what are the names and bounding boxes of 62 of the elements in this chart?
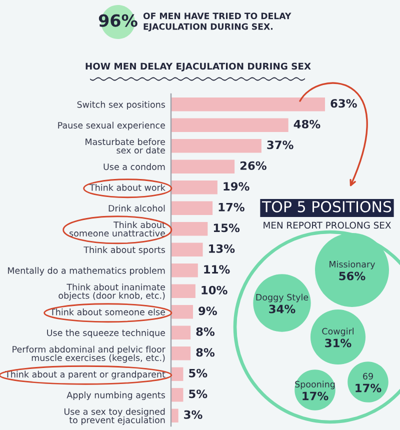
data-label: 5% xyxy=(189,368,208,378)
text: MEN REPORT PROLONG SEX xyxy=(264,222,391,229)
data-label: 10% xyxy=(202,286,228,294)
data-label: 26% xyxy=(240,161,266,170)
category-label: Spooning xyxy=(295,380,335,390)
y-tick-label: Drink alcohol xyxy=(108,204,165,212)
data-label: 48% xyxy=(294,120,320,128)
category-label: Cowgirl xyxy=(322,328,354,336)
data-label: 31% xyxy=(325,338,352,348)
data-label: 19% xyxy=(224,182,250,191)
y-tick-label: Apply numbing agents xyxy=(66,392,166,400)
data-label: 34% xyxy=(269,304,296,314)
data-label: 17% xyxy=(302,392,328,400)
y-tick-label: Pause sexual experience xyxy=(58,122,165,130)
category-label: 69 xyxy=(363,372,373,380)
bar xyxy=(171,222,208,236)
data-label: 8% xyxy=(196,348,215,357)
bar xyxy=(171,180,218,194)
bar xyxy=(171,139,262,153)
bar xyxy=(171,367,184,381)
y-tick-label: Mentally do a mathematics problem xyxy=(8,267,165,276)
data-label: 37% xyxy=(267,140,294,150)
data-label: 56% xyxy=(339,272,366,280)
data-label: 3% xyxy=(184,410,202,419)
bar xyxy=(171,201,213,215)
bar xyxy=(171,388,184,402)
bar xyxy=(171,98,325,112)
category-label: Doggy Style xyxy=(256,294,308,302)
y-tick-label: Think about someone else xyxy=(50,308,165,316)
y-tick-label: Use a condom xyxy=(104,163,165,170)
data-label: 63% xyxy=(330,99,357,108)
chart-title: HOW MEN DELAY EJACULATION DURING SEX xyxy=(86,62,311,72)
data-label: 8% xyxy=(196,327,215,336)
y-tick-label: Think about work xyxy=(90,184,166,191)
text: TOP 5 POSITIONS xyxy=(262,201,392,212)
y-tick-label: Switch sex positions xyxy=(77,101,166,110)
data-label: 11% xyxy=(204,265,230,274)
bar xyxy=(171,305,193,319)
text: 96% xyxy=(98,14,138,27)
data-label: 13% xyxy=(209,244,235,253)
bar xyxy=(171,284,196,298)
y-tick-label: Masturbate before sex or date xyxy=(86,138,165,154)
y-tick-label: Use the squeeze technique xyxy=(47,329,165,338)
category-label: Missionary xyxy=(330,260,376,270)
bar xyxy=(171,242,203,256)
data-label: 5% xyxy=(189,390,208,398)
y-tick-label: Think about inanimate objects (door knob, etc.) xyxy=(58,284,165,301)
y-tick-label: Perform abdominal and pelvic floor muscle exercises (kegels, etc.) xyxy=(12,346,166,363)
y-tick-label: Think about sports xyxy=(84,246,166,255)
y-tick-label: Use a sex toy designed to prevent ejaculation xyxy=(64,408,165,426)
data-label: 9% xyxy=(198,306,217,316)
bar xyxy=(171,160,235,174)
data-label: 17% xyxy=(356,384,382,392)
bar xyxy=(171,346,191,360)
bar xyxy=(171,118,288,132)
bar xyxy=(171,264,198,278)
data-label: 15% xyxy=(214,224,240,232)
bar xyxy=(171,408,178,422)
text: OF MEN HAVE TRIED TO DELAY EJACULATION DURING SEX. xyxy=(143,12,292,32)
data-label: 17% xyxy=(218,202,244,212)
y-tick-label: Think about someone unattractive xyxy=(70,221,166,237)
bar xyxy=(171,326,191,340)
